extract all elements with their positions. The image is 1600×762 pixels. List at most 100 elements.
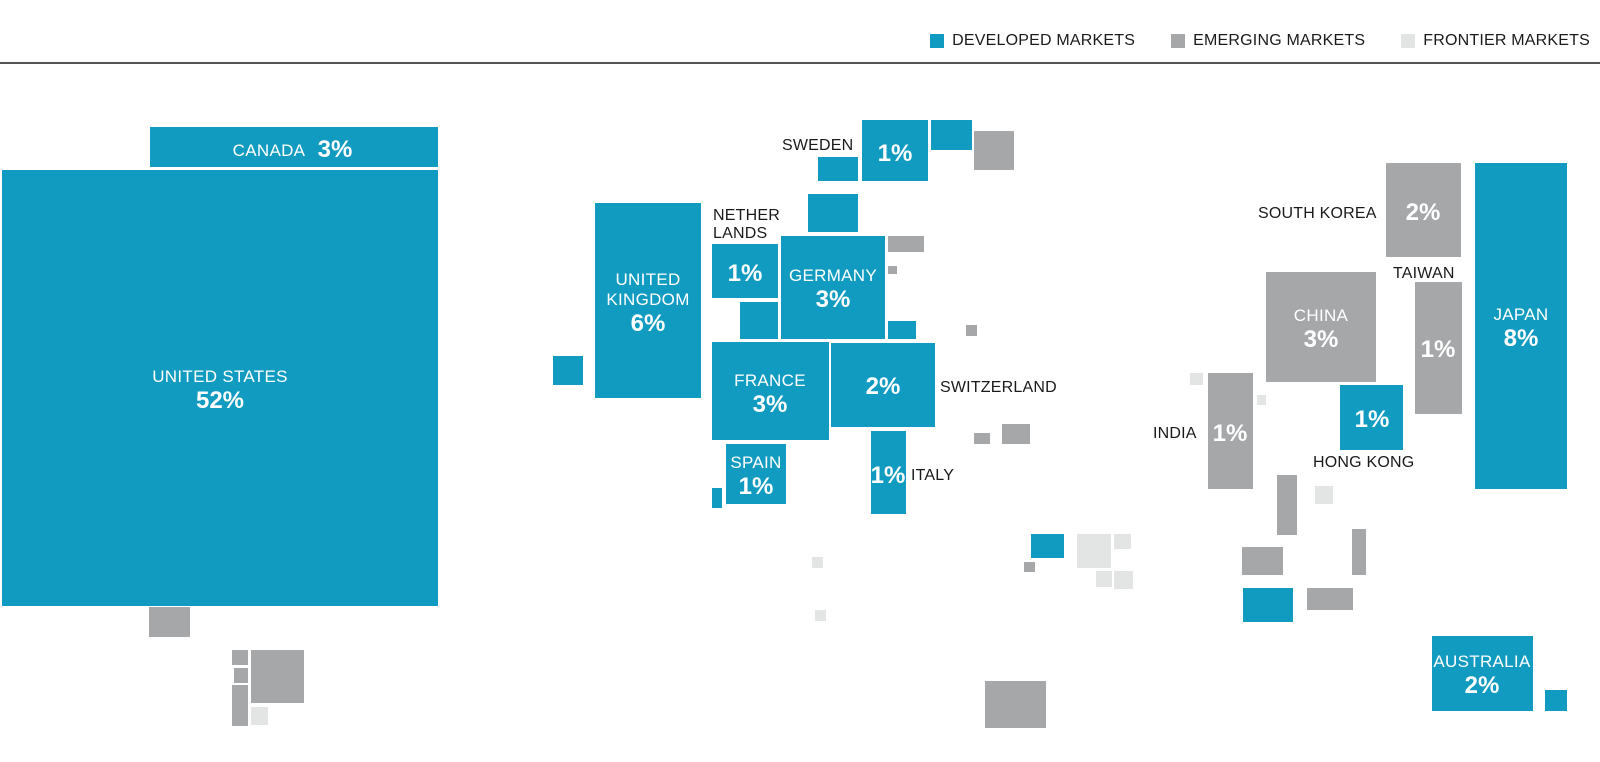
- tile-value-india: 1%: [1213, 420, 1248, 447]
- tile-value-sweden: 1%: [878, 140, 913, 167]
- emerging-market-tile: [1352, 529, 1366, 575]
- developed-market-tile: [553, 356, 583, 385]
- tile-value-hong-kong: 1%: [1355, 406, 1390, 433]
- frontier-market-tile: [1077, 534, 1111, 568]
- frontier-market-tile: [1315, 486, 1333, 504]
- emerging-market-tile: [1307, 588, 1353, 610]
- tile-france: [712, 342, 829, 440]
- emerging-market-tile: [985, 681, 1046, 728]
- country-label-netherlands: LANDS: [713, 225, 767, 242]
- legend-label-developed: DEVELOPED MARKETS: [952, 32, 1136, 49]
- tile-australia: [1432, 636, 1533, 711]
- tile-value-spain: 1%: [739, 473, 774, 500]
- developed-market-tile: [931, 120, 972, 150]
- tile-canada: [150, 127, 438, 167]
- tile-name-united-kingdom: UNITED: [615, 270, 680, 289]
- country-label-switzerland: SWITZERLAND: [940, 379, 1057, 396]
- country-label-netherlands: NETHER: [713, 207, 780, 224]
- emerging-market-tile: [1242, 547, 1283, 575]
- tile-value-germany: 3%: [816, 286, 851, 313]
- frontier-market-tile: [812, 557, 823, 568]
- tile-value-taiwan: 1%: [1421, 336, 1456, 363]
- tile-spain: [726, 444, 786, 504]
- frontier-market-tile: [1114, 571, 1133, 589]
- tile-value-south-korea: 2%: [1406, 199, 1441, 226]
- legend-swatch-developed: [930, 34, 945, 48]
- frontier-market-tile: [1190, 373, 1203, 385]
- emerging-market-tile: [1024, 562, 1035, 572]
- emerging-market-tile: [974, 433, 990, 444]
- tile-united-states: [2, 170, 438, 606]
- tile-switzerland: [831, 343, 935, 427]
- tile-name-china: CHINA: [1294, 306, 1349, 325]
- developed-market-tile: [808, 194, 858, 232]
- tile-value-italy: 1%: [871, 462, 906, 489]
- tile-hong-kong: [1340, 385, 1403, 450]
- frontier-market-tile: [251, 707, 268, 725]
- developed-market-tile: [740, 302, 778, 339]
- frontier-market-tile: [1114, 534, 1131, 549]
- tile-name-japan: JAPAN: [1493, 305, 1548, 324]
- legend-swatch-emerging: [1171, 34, 1186, 48]
- developed-market-tile: [888, 321, 916, 339]
- country-label-hong-kong: HONG KONG: [1313, 454, 1414, 471]
- country-label-sweden: SWEDEN: [782, 137, 853, 154]
- tile-name-united-kingdom: KINGDOM: [606, 290, 689, 309]
- tile-value-japan: 8%: [1504, 325, 1539, 352]
- legend-item-frontier: FRONTIER MARKETS: [1401, 32, 1590, 50]
- legend-swatch-frontier: [1401, 34, 1416, 48]
- tile-name-australia: AUSTRALIA: [1433, 652, 1531, 671]
- tile-japan: [1475, 163, 1567, 489]
- tile-name-germany: GERMANY: [789, 266, 877, 285]
- emerging-market-tile: [232, 685, 248, 726]
- frontier-market-tile: [1096, 571, 1112, 587]
- emerging-market-tile: [149, 607, 190, 637]
- country-label-south-korea: SOUTH KOREA: [1258, 205, 1377, 222]
- emerging-market-tile: [966, 325, 977, 336]
- tile-united-kingdom: [595, 203, 701, 398]
- tile-value-canada: 3%: [318, 136, 353, 163]
- tile-value-united-kingdom: 6%: [631, 310, 666, 337]
- tile-germany: [781, 236, 885, 339]
- tile-name-united-states: UNITED STATES: [152, 367, 288, 386]
- developed-market-tile: [818, 157, 858, 181]
- tile-netherlands: [712, 244, 778, 298]
- legend-item-emerging: EMERGING MARKETS: [1171, 32, 1365, 50]
- legend: DEVELOPED MARKETS EMERGING MARKETS FRONT…: [930, 30, 1590, 52]
- tile-value-netherlands: 1%: [728, 260, 763, 287]
- tile-india: [1208, 373, 1253, 489]
- tile-taiwan: [1415, 282, 1462, 414]
- tile-south-korea: [1386, 163, 1461, 257]
- header-rule: [0, 62, 1600, 64]
- emerging-market-tile: [1277, 475, 1297, 535]
- emerging-market-tile: [974, 131, 1014, 170]
- country-label-india: INDIA: [1153, 425, 1197, 442]
- tile-value-united-states: 52%: [196, 387, 244, 414]
- tile-name-canada: CANADA: [233, 141, 306, 160]
- tile-china: [1266, 272, 1376, 382]
- tile-value-switzerland: 2%: [866, 373, 901, 400]
- tile-name-france: FRANCE: [734, 371, 806, 390]
- tile-sweden: [862, 120, 928, 181]
- developed-market-tile: [1545, 690, 1567, 711]
- tile-value-australia: 2%: [1465, 672, 1500, 699]
- emerging-market-tile: [232, 650, 248, 665]
- country-label-taiwan: TAIWAN: [1393, 265, 1455, 282]
- developed-market-tile: [1243, 588, 1293, 622]
- developed-market-tile: [712, 488, 722, 508]
- country-label-italy: ITALY: [911, 467, 954, 484]
- frontier-market-tile: [815, 610, 826, 621]
- tile-italy: [871, 431, 906, 514]
- developed-market-tile: [1031, 534, 1064, 558]
- emerging-market-tile: [234, 668, 248, 683]
- frontier-market-tile: [1257, 395, 1266, 405]
- emerging-market-tile: [888, 266, 897, 274]
- legend-label-emerging: EMERGING MARKETS: [1193, 32, 1366, 49]
- tile-name-spain: SPAIN: [730, 453, 781, 472]
- tile-value-france: 3%: [753, 391, 788, 418]
- legend-item-developed: DEVELOPED MARKETS: [930, 32, 1135, 50]
- tile-value-china: 3%: [1304, 326, 1339, 353]
- emerging-market-tile: [251, 650, 304, 703]
- emerging-market-tile: [888, 236, 924, 252]
